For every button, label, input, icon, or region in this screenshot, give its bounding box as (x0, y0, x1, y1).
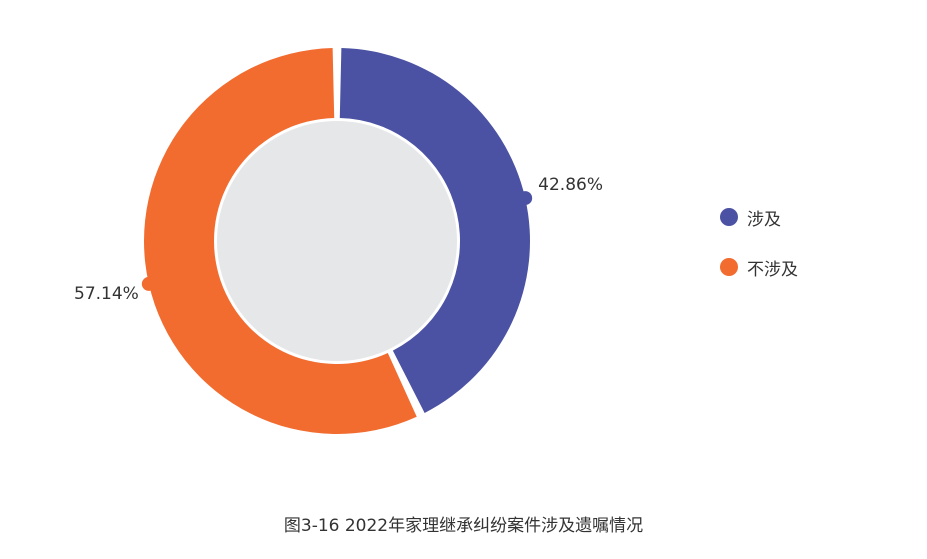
legend-label-involved: 涉及 (747, 209, 781, 230)
donut-center (217, 121, 457, 361)
chart-caption: 图3-16 2022年家理继承纠纷案件涉及遗嘱情况 (283, 516, 644, 536)
legend-label-not-involved: 不涉及 (747, 259, 798, 280)
slice-not-involved (143, 48, 417, 434)
label-marker-1 (141, 276, 156, 291)
legend-swatch-involved (720, 208, 738, 226)
label-marker-0 (518, 191, 533, 206)
legend-item-involved: 涉及 (720, 205, 798, 230)
slice-involved (339, 48, 530, 413)
slice-value-label-1: 57.14% (74, 284, 139, 304)
legend-item-not-involved: 不涉及 (720, 255, 798, 280)
legend: 涉及 不涉及 (720, 205, 798, 305)
slice-value-label-0: 42.86% (538, 175, 603, 195)
legend-swatch-not-involved (720, 258, 738, 276)
